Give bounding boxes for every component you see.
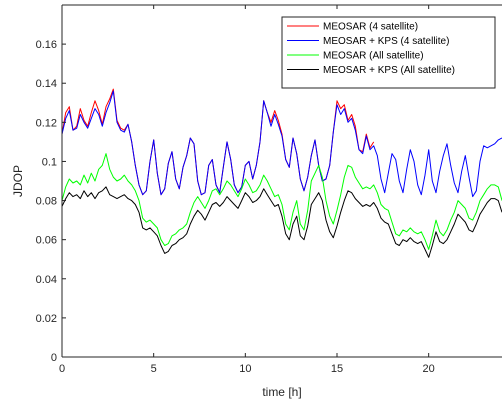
y-tick-label: 0.06: [36, 235, 57, 247]
x-tick-label: 5: [151, 363, 157, 375]
x-tick-label: 10: [239, 363, 251, 375]
x-tick-label: 20: [423, 363, 435, 375]
y-tick-label: 0.12: [36, 117, 57, 129]
legend: MEOSAR (4 satellite) MEOSAR + KPS (4 sate…: [281, 16, 496, 89]
legend-entry-2: MEOSAR + KPS (4 satellite): [323, 36, 449, 47]
series-line-3: [61, 153, 502, 250]
x-tick-label: 0: [59, 363, 65, 375]
series-layer: [61, 88, 502, 258]
y-tick-label: 0.16: [36, 39, 57, 51]
series-line-4: [61, 186, 502, 258]
legend-entry-1: MEOSAR (4 satellite): [323, 22, 418, 33]
legend-box: [281, 16, 496, 89]
legend-entry-4: MEOSAR + KPS (All satellite): [323, 65, 455, 76]
y-tick-label: 0.04: [36, 274, 57, 286]
y-tick-label: 0.14: [36, 78, 57, 90]
axis-layer: 0 5 10 15 20 0 0.02 0.04 0.06 0.08 0.1 0.12 0.14 0.16: [36, 4, 502, 375]
legend-entry-3: MEOSAR (All satellite): [323, 51, 424, 62]
series-line-2: [61, 90, 502, 198]
x-tick-label: 15: [331, 363, 343, 375]
y-axis-label: JDOP: [11, 165, 25, 197]
x-axis-label: time [h]: [262, 385, 301, 399]
y-tick-label: 0.08: [36, 196, 57, 208]
y-tick-label: 0: [51, 352, 57, 364]
y-tick-label: 0.1: [42, 156, 57, 168]
y-tick-label: 0.02: [36, 313, 57, 325]
